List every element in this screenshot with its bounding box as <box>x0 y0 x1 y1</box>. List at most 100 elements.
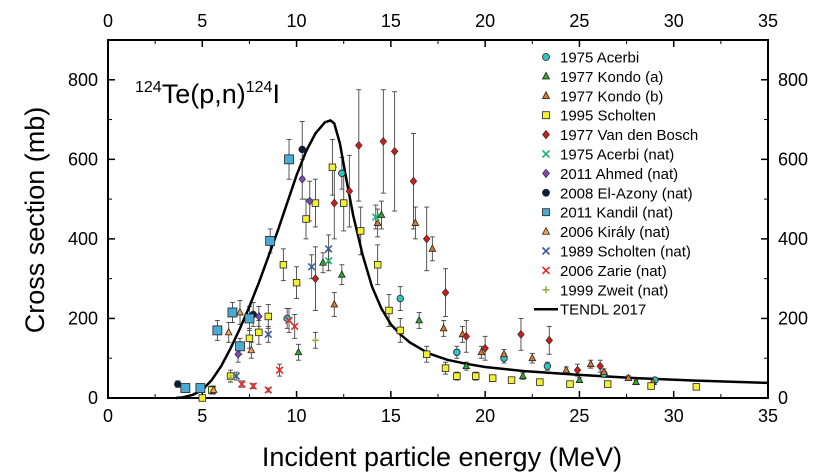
point-1977-kondo-a <box>319 258 327 266</box>
legend-symbol-1989-scholten-nat <box>541 246 551 256</box>
point-1977-kondo-b <box>330 299 339 308</box>
point-2006-zarie-nat-stroke-b <box>264 386 273 394</box>
point-1999-zweit-nat <box>312 337 319 344</box>
point-1995-scholten <box>328 163 337 171</box>
point-2006-zarie-nat <box>264 386 273 394</box>
x-tick-label: 15 <box>381 406 401 426</box>
x-tick-label-top: 5 <box>197 11 207 31</box>
point-1975-acerbi <box>453 348 461 356</box>
y-tick-label-right: 800 <box>778 70 808 90</box>
point-2006-zarie-nat-stroke-b <box>238 380 246 388</box>
x-tick-label-top: 20 <box>475 11 495 31</box>
y-tick-label: 200 <box>68 308 98 328</box>
legend-label-tendl-2017: TENDL 2017 <box>560 302 646 319</box>
point-1995-scholten <box>302 215 310 223</box>
point-2006-zarie-nat <box>290 322 299 331</box>
point-1977-van-den-bosch <box>311 274 320 284</box>
point-1977-kondo-b <box>439 323 448 332</box>
point-1989-scholten-nat <box>307 262 316 271</box>
point-1977-kondo-b <box>373 218 382 226</box>
legend-entry-1999-zweit-nat: 1999 Zweit (nat) <box>542 282 668 299</box>
point-1977-van-den-bosch <box>422 234 431 244</box>
legend-symbol-1975-acerbi-nat <box>541 149 551 159</box>
legend-entry-2006-kir-ly-nat: 2006 Király (nat) <box>541 224 670 241</box>
legend-label-1977-kondo-b: 1977 Kondo (b) <box>560 88 663 105</box>
y-tick-label: 800 <box>68 70 98 90</box>
point-2011-kandil-nat <box>227 307 238 318</box>
point-1995-scholten <box>264 312 272 321</box>
point-1977-kondo-b <box>500 349 508 358</box>
x-tick-label: 30 <box>664 406 684 426</box>
legend-label-1999-zweit-nat: 1999 Zweit (nat) <box>560 282 668 299</box>
legend-entry-2008-el-azony-nat: 2008 El-Azony (nat) <box>542 185 693 202</box>
point-1977-kondo-a <box>337 270 346 278</box>
point-1977-van-den-bosch <box>481 343 489 353</box>
point-1975-acerbi <box>396 294 404 303</box>
point-1977-van-den-bosch <box>330 198 338 208</box>
point-1995-scholten <box>279 261 288 269</box>
y-tick-label-right: 200 <box>778 308 808 328</box>
point-1995-scholten <box>385 306 393 315</box>
x-tick-label-top: 35 <box>758 11 778 31</box>
point-1977-van-den-bosch <box>462 331 470 341</box>
x-axis-title: Incident particle energy (MeV) <box>262 442 622 472</box>
x-tick-label: 10 <box>287 406 307 426</box>
legend-symbol-1977-kondo-b <box>541 90 551 99</box>
legend-entry-1995-scholten: 1995 Scholten <box>542 108 656 125</box>
point-1977-kondo-b <box>562 365 571 374</box>
legend-entry-2006-zarie-nat: 2006 Zarie (nat) <box>541 263 667 280</box>
point-1995-scholten <box>311 199 320 207</box>
point-1977-van-den-bosch <box>441 288 450 298</box>
legend: 1975 Acerbi 1977 Kondo (a) 1977 Kondo (b) 1… <box>534 50 698 319</box>
point-1977-van-den-bosch <box>596 361 604 371</box>
legend-label-2011-ahmed-nat: 2011 Ahmed (nat) <box>560 166 678 183</box>
legend-symbol-1995-scholten <box>542 111 550 120</box>
y-tick-label: 400 <box>68 229 98 249</box>
point-1989-scholten-nat <box>324 244 333 253</box>
legend-label-1977-van-den-bosch: 1977 Van den Bosch <box>560 127 698 144</box>
point-1975-acerbi <box>338 169 346 177</box>
point-1995-scholten <box>453 372 461 380</box>
point-1989-scholten-nat-stroke-b <box>324 244 333 253</box>
point-2011-kandil-nat <box>284 154 294 165</box>
point-1977-kondo-a <box>377 210 386 218</box>
y-tick-label-right: 0 <box>778 388 788 408</box>
point-1977-van-den-bosch <box>545 335 553 345</box>
x-tick-label: 25 <box>569 406 589 426</box>
legend-label-2006-kir-ly-nat: 2006 Király (nat) <box>560 224 670 241</box>
point-1975-acerbi-nat-stroke-b <box>371 213 380 221</box>
legend-entry-tendl-2017: TENDL 2017 <box>534 302 646 319</box>
legend-label-1975-acerbi-nat: 1975 Acerbi (nat) <box>560 147 674 164</box>
point-2006-zarie-nat <box>275 366 284 375</box>
legend-entry-2011-kandil-nat: 2011 Kandil (nat) <box>542 205 673 222</box>
legend-symbol-1989-scholten-nat-stroke-b <box>541 246 551 256</box>
point-1995-scholten <box>373 261 382 269</box>
point-1977-van-den-bosch <box>409 176 418 186</box>
point-1977-kondo-a <box>415 315 424 324</box>
legend-entry-2011-ahmed-nat: 2011 Ahmed (nat) <box>542 166 678 183</box>
x-tick-label-top: 15 <box>381 11 401 31</box>
point-1995-scholten <box>340 199 348 207</box>
point-1977-kondo-b <box>624 373 633 381</box>
point-2011-ahmed-nat <box>234 349 242 359</box>
point-2006-zarie-nat-stroke-b <box>249 382 258 390</box>
point-2006-kir-ly-nat <box>247 345 256 354</box>
reaction-mass-before: 124 <box>135 79 162 96</box>
point-1977-kondo-a <box>632 377 640 385</box>
x-tick-label-top: 10 <box>287 11 307 31</box>
point-2011-kandil-nat <box>212 325 223 336</box>
point-1995-scholten <box>356 227 365 235</box>
point-1977-kondo-b <box>428 244 437 252</box>
point-1977-kondo-b <box>528 353 537 362</box>
point-1975-acerbi-nat-stroke-b <box>324 256 333 265</box>
point-1995-scholten <box>245 334 254 343</box>
point-1989-scholten-nat-stroke-b <box>264 330 273 339</box>
legend-symbol-2006-zarie-nat <box>541 266 551 275</box>
reaction-mass-after: 124 <box>246 79 273 96</box>
point-1977-kondo-b <box>586 359 595 368</box>
point-1989-scholten-nat-stroke-b <box>307 262 316 271</box>
x-tick-label-top: 30 <box>664 11 684 31</box>
point-1995-scholten <box>566 380 574 388</box>
point-1995-scholten <box>536 378 544 386</box>
